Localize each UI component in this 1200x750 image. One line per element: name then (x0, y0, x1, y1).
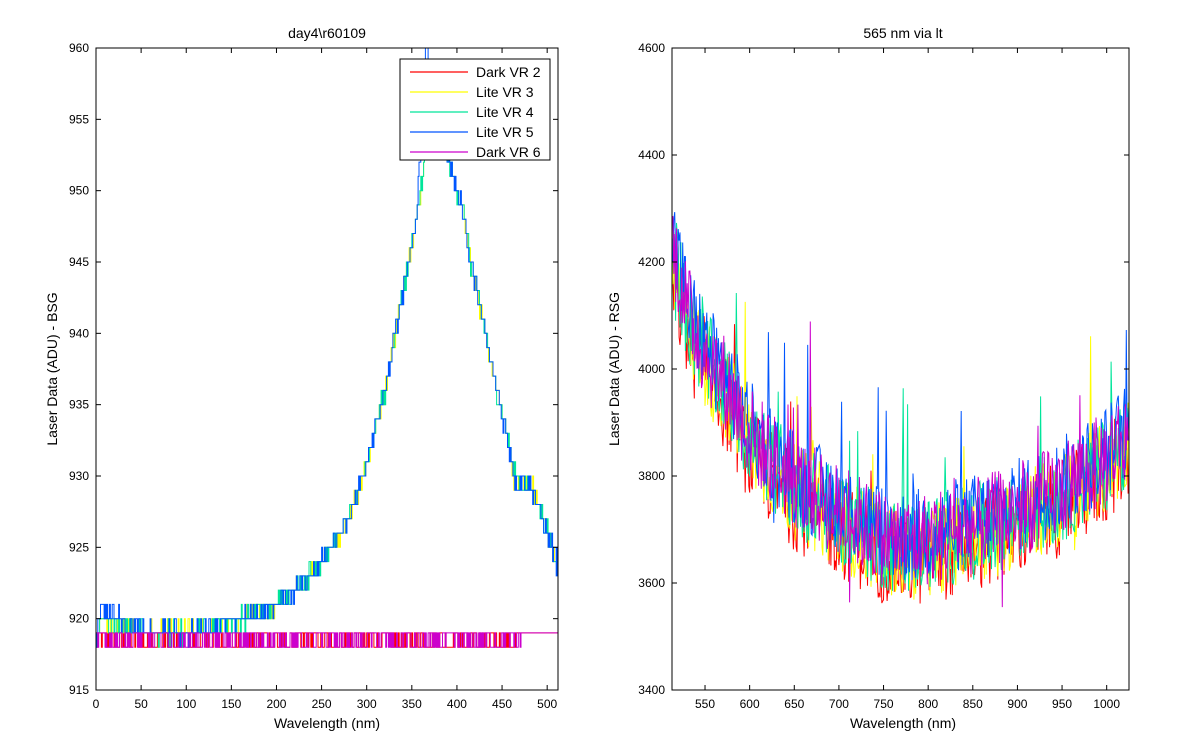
x-tick-label: 500 (537, 697, 557, 711)
x-tick-label: 100 (176, 697, 196, 711)
x-tick-label: 350 (402, 697, 422, 711)
right-y-axis-label: Laser Data (ADU) - RSG (606, 292, 622, 446)
right-y-axis: 3400 3600 3800 4000 4200 4400 4600 (638, 41, 1129, 697)
series-line-1 (96, 632, 558, 648)
y-tick-label: 4400 (638, 148, 665, 162)
y-tick-label: 920 (69, 612, 89, 626)
x-tick-label: 800 (918, 697, 938, 711)
legend-label: Lite VR 3 (476, 84, 534, 100)
right-plot: 565 nm via lt 550 600 650 700 750 800 850 900 95… (606, 25, 1130, 731)
legend-box (399, 58, 551, 161)
legend-label: Lite VR 5 (476, 124, 534, 140)
legend: Dark VR 2 Lite VR 3 Lite VR 4 Lite VR 5 Dark… (399, 58, 551, 161)
x-tick-label: 50 (134, 697, 148, 711)
x-tick-label: 950 (1052, 697, 1072, 711)
left-plot-frame (95, 47, 559, 691)
x-tick-label: 150 (221, 697, 241, 711)
y-tick-label: 3800 (638, 469, 665, 483)
left-series-layer (96, 47, 559, 648)
x-tick-label: 900 (1007, 697, 1027, 711)
series-line-3 (96, 118, 558, 648)
right-x-axis-label: Wavelength (nm) (850, 715, 956, 731)
right-plot-title: 565 nm via lt (863, 25, 942, 41)
right-x-axis: 550 600 650 700 750 800 850 900 950 1000 (695, 48, 1120, 711)
left-x-axis-label: Wavelength (nm) (274, 715, 380, 731)
left-plot: day4\r60109 0 50 100 150 200 250 300 350 400 450 5… (44, 25, 559, 731)
y-tick-label: 4600 (638, 41, 665, 55)
y-tick-label: 4200 (638, 255, 665, 269)
x-tick-label: 1000 (1093, 697, 1120, 711)
y-tick-label: 925 (69, 540, 89, 554)
left-y-axis: 915 920 925 930 935 940 945 950 955 960 (69, 41, 558, 697)
legend-label: Dark VR 6 (476, 144, 541, 160)
legend-label: Lite VR 4 (476, 104, 534, 120)
x-tick-label: 550 (695, 697, 715, 711)
x-tick-label: 600 (740, 697, 760, 711)
x-tick-label: 200 (266, 697, 286, 711)
x-tick-label: 300 (357, 697, 377, 711)
series-line-3 (671, 222, 1130, 591)
y-tick-label: 915 (69, 683, 89, 697)
y-tick-label: 940 (69, 326, 89, 340)
y-tick-label: 950 (69, 184, 89, 198)
y-tick-label: 935 (69, 398, 89, 412)
right-plot-frame (671, 47, 1130, 691)
series-line-5 (671, 216, 1129, 608)
x-tick-label: 400 (447, 697, 467, 711)
series-line-5 (96, 632, 558, 648)
y-tick-label: 4000 (638, 362, 665, 376)
y-tick-label: 930 (69, 469, 89, 483)
x-tick-label: 650 (784, 697, 804, 711)
y-tick-label: 960 (69, 41, 89, 55)
right-series-layer (671, 212, 1130, 608)
legend-label: Dark VR 2 (476, 64, 541, 80)
y-tick-label: 3400 (638, 683, 665, 697)
left-y-axis-label: Laser Data (ADU) - BSG (44, 292, 60, 445)
series-line-2 (96, 118, 558, 648)
x-tick-label: 850 (963, 697, 983, 711)
x-tick-label: 0 (93, 697, 100, 711)
y-tick-label: 3600 (638, 576, 665, 590)
left-plot-title: day4\r60109 (288, 25, 366, 41)
x-tick-label: 450 (492, 697, 512, 711)
x-tick-label: 250 (312, 697, 332, 711)
x-tick-label: 700 (829, 697, 849, 711)
x-tick-label: 750 (874, 697, 894, 711)
y-tick-label: 945 (69, 255, 89, 269)
left-x-axis: 0 50 100 150 200 250 300 350 400 450 500 (93, 48, 558, 711)
y-tick-label: 955 (69, 112, 89, 126)
